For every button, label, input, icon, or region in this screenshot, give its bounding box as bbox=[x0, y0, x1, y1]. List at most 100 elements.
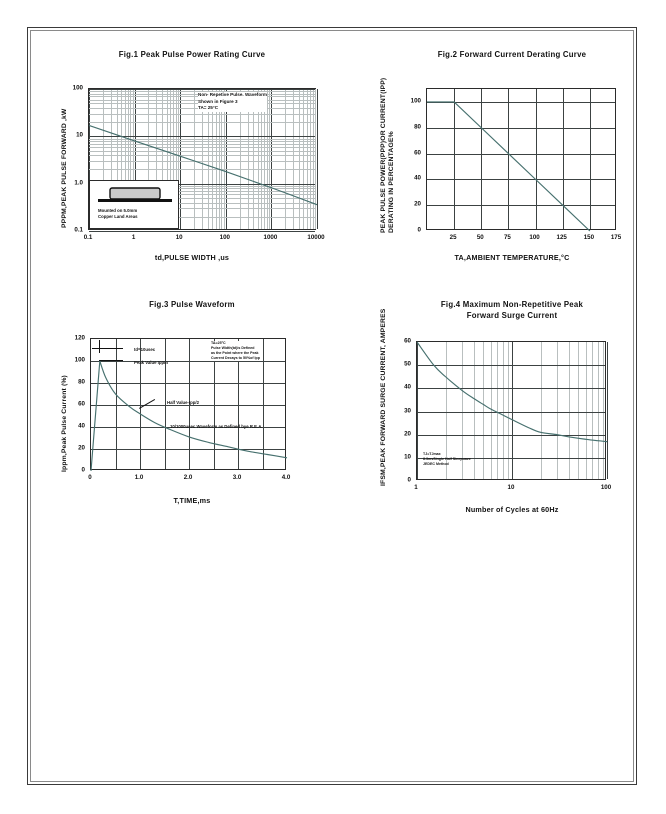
figure-1-gridline-y bbox=[89, 231, 315, 232]
figure-3-td-marker bbox=[98, 340, 100, 353]
figure-4-gridline-x bbox=[490, 342, 492, 479]
figure-1-gridline-x bbox=[306, 89, 308, 229]
figure-1-gridline-x bbox=[257, 89, 259, 229]
figure-1-y-axis-label: PPPM,PEAK PULSE FORWARD ,kW bbox=[61, 108, 68, 228]
figure-3-annotation-peak-value: Peak Value Ippm bbox=[134, 360, 168, 365]
figure-4-note-2: 8.3msSingle Half Sinepuave bbox=[423, 457, 471, 462]
figure-1-x-tick: 100 bbox=[219, 234, 230, 241]
figure-4-gridline-y bbox=[417, 434, 605, 436]
figure-1-gridline-x bbox=[225, 89, 227, 229]
figure-4-y-tick: 30 bbox=[404, 407, 411, 414]
figure-3-gridline-y bbox=[91, 361, 285, 362]
figure-3-x-tick: 3.0 bbox=[232, 474, 242, 481]
figure-4-gridline-x bbox=[507, 342, 509, 479]
figure-2-x-tick: 175 bbox=[610, 234, 622, 241]
figure-2-y-tick: 100 bbox=[410, 97, 421, 105]
figure-4-plot-area bbox=[416, 341, 608, 480]
figure-1-gridline-x bbox=[261, 89, 263, 229]
figure-1-gridline-x bbox=[285, 89, 287, 229]
figure-3: Fig.3 Pulse Waveform TA=25°C Pulse Width… bbox=[52, 300, 332, 525]
figure-1-y-tick: 100 bbox=[72, 84, 83, 92]
figure-3-gridline-y bbox=[91, 383, 285, 384]
figure-1-gridline-x bbox=[130, 89, 132, 229]
figure-1-gridline-x bbox=[212, 89, 214, 229]
figure-1-gridline-y bbox=[89, 185, 315, 187]
figure-1-gridline-x bbox=[178, 89, 180, 229]
figure-1-gridline-x bbox=[193, 89, 195, 229]
figure-1-note-3: TA= 25°C bbox=[198, 105, 219, 111]
figure-3-gridline-x bbox=[189, 339, 190, 469]
figure-4-y-tick: 60 bbox=[404, 337, 411, 345]
figure-1-gridline-x bbox=[298, 89, 300, 229]
figure-4-note-1: TJ=TJmax bbox=[423, 452, 441, 456]
figure-1-gridline-x bbox=[166, 89, 168, 229]
figure-2-gridline-y bbox=[427, 127, 615, 129]
figure-1-gridline-x bbox=[221, 89, 223, 229]
figure-4-gridline-x bbox=[462, 342, 464, 479]
figure-3-x-tick: 1.0 bbox=[134, 474, 144, 481]
figure-3-annotation-waveform: 10/1000usec Waveform as Defined bye R.E.… bbox=[170, 424, 263, 429]
package-outline-icon bbox=[98, 187, 172, 202]
figure-4-gridline-x bbox=[602, 342, 604, 479]
inset-line-2: Copper Land Areas bbox=[98, 214, 138, 220]
figure-1-x-tick: 1000 bbox=[263, 234, 278, 241]
figure-1-gridline-x bbox=[134, 89, 136, 229]
figure-2-gridline-x bbox=[454, 89, 456, 229]
figure-1-note-1: Non- Repetive Pulse. Waveform bbox=[198, 92, 268, 97]
figure-4-gridline-x bbox=[483, 342, 485, 479]
figure-1-title: Fig.1 Peak Pulse Power Rating Curve bbox=[118, 50, 266, 59]
figure-1-gridline-y bbox=[89, 143, 315, 145]
page-border-inner bbox=[30, 30, 634, 782]
figure-1-y-tick: 1.0 bbox=[74, 179, 83, 187]
figure-3-gridline-x bbox=[213, 339, 215, 469]
figure-3-y-tick: 20 bbox=[78, 444, 85, 452]
figure-3-annotation-half-value: Half Value-Ipp/2 bbox=[167, 400, 199, 405]
figure-2-x-tick: 100 bbox=[529, 234, 540, 241]
figure-1-x-tick: 1 bbox=[131, 234, 136, 241]
figure-2-x-tick: 125 bbox=[556, 234, 567, 241]
figure-2-gridline-x bbox=[508, 89, 510, 229]
figure-1-gridline-x bbox=[127, 89, 129, 229]
figure-3-gridline-y bbox=[91, 449, 285, 450]
figure-1-gridline-x bbox=[102, 89, 104, 229]
figure-1-gridline-x bbox=[148, 89, 150, 229]
figure-2-gridline-x bbox=[535, 89, 537, 229]
figure-1-gridline-y bbox=[89, 91, 315, 93]
figure-1-gridline-x bbox=[218, 89, 220, 229]
figure-2-x-tick: 150 bbox=[583, 234, 595, 241]
figure-1-gridline-y bbox=[89, 197, 315, 199]
figure-2-gridline-x bbox=[481, 89, 483, 229]
figure-1-y-tick: 10 bbox=[76, 131, 83, 139]
figure-2-y-tick: 40 bbox=[414, 174, 421, 182]
figure-2-x-tick: 25 bbox=[449, 234, 457, 241]
figure-2-plot-area bbox=[426, 88, 616, 232]
figure-2-gridline-x bbox=[589, 89, 591, 229]
figure-4-x-axis-label: Number of Cycles at 60Hz bbox=[465, 505, 559, 514]
figure-3-gridline-x bbox=[164, 339, 166, 469]
figure-3-gridline-y bbox=[91, 405, 285, 406]
figure-1-notes: Non- Repetive Pulse. Waveform Shown in F… bbox=[198, 92, 268, 112]
figure-4-y-tick: 50 bbox=[404, 360, 411, 368]
figure-4-curve bbox=[416, 341, 608, 443]
figure-2-gridline-y bbox=[427, 205, 615, 207]
figure-4-gridline-x bbox=[417, 342, 418, 479]
figure-4-gridline-y bbox=[417, 457, 605, 459]
figure-1-gridline-x bbox=[120, 89, 122, 229]
figure-4-gridline-x bbox=[445, 342, 447, 479]
figure-3-y-tick: 60 bbox=[78, 400, 85, 408]
figure-1-x-tick: 10000 bbox=[307, 234, 325, 241]
figure-2: Fig.2 Forward Current Derating Curve TA,… bbox=[372, 50, 652, 275]
figure-1-gridline-x bbox=[180, 89, 182, 229]
figure-3-y-tick: 0 bbox=[81, 466, 85, 474]
figure-1-gridline-x bbox=[162, 89, 164, 229]
figure-4-gridline-x bbox=[578, 342, 580, 479]
figure-4-y-tick: 10 bbox=[404, 453, 411, 461]
figure-4-gridline-x bbox=[607, 342, 608, 479]
figure-1: Fig.1 Peak Pulse Power Rating Curve Moun… bbox=[52, 50, 332, 275]
figure-1-gridline-y bbox=[89, 183, 315, 185]
figure-3-gridline-y bbox=[91, 427, 285, 428]
figure-2-x-tick: 75 bbox=[503, 234, 511, 241]
figure-4-gridline-x bbox=[502, 342, 504, 479]
figure-3-y-tick: 120 bbox=[74, 334, 85, 342]
figure-4-gridline-x bbox=[557, 342, 559, 479]
